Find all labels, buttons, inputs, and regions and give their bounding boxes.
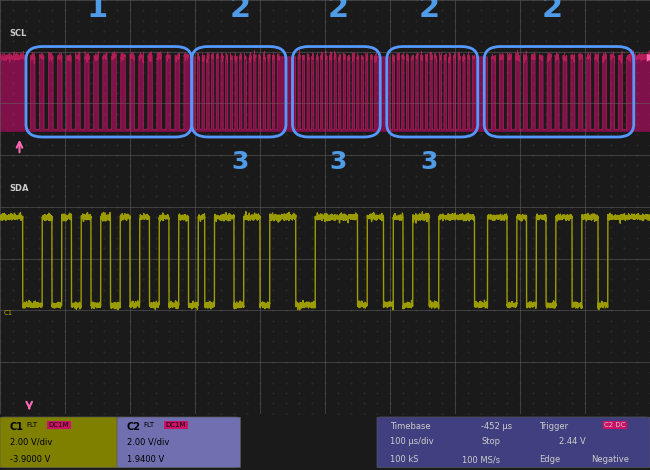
Text: 100 kS: 100 kS	[390, 455, 419, 464]
Text: Timebase: Timebase	[390, 422, 430, 431]
Text: 100 μs/div: 100 μs/div	[390, 437, 434, 446]
Text: 2: 2	[542, 0, 563, 23]
Text: 1.9400 V: 1.9400 V	[127, 455, 164, 464]
Text: 1: 1	[87, 0, 108, 21]
Text: 2: 2	[419, 0, 439, 23]
Text: 2.44 V: 2.44 V	[559, 437, 586, 446]
Text: FLT: FLT	[143, 422, 154, 428]
Text: SCL: SCL	[10, 29, 27, 38]
FancyBboxPatch shape	[117, 417, 240, 468]
Text: DC1M: DC1M	[166, 422, 187, 428]
Text: FLT: FLT	[26, 422, 37, 428]
Text: C1: C1	[10, 422, 24, 432]
Text: Edge: Edge	[540, 455, 561, 464]
Text: 100 MS/s: 100 MS/s	[462, 455, 500, 464]
Text: 2: 2	[230, 0, 251, 23]
Text: C2: C2	[127, 422, 141, 432]
FancyBboxPatch shape	[377, 417, 650, 468]
Text: DC1M: DC1M	[49, 422, 70, 428]
Text: SDA: SDA	[10, 184, 29, 193]
Text: -452 μs: -452 μs	[481, 422, 512, 431]
Text: 2.00 V/div: 2.00 V/div	[127, 437, 169, 446]
Text: 3: 3	[232, 150, 249, 174]
FancyBboxPatch shape	[0, 417, 124, 468]
Text: 3: 3	[330, 150, 346, 174]
Text: Trigger: Trigger	[540, 422, 569, 431]
Text: 1: 1	[87, 0, 108, 23]
Text: 2: 2	[328, 0, 348, 23]
Text: C1: C1	[3, 310, 12, 316]
Text: Stop: Stop	[481, 437, 500, 446]
Text: 3: 3	[421, 150, 437, 174]
Text: -3.9000 V: -3.9000 V	[10, 455, 50, 464]
Text: 2.00 V/div: 2.00 V/div	[10, 437, 52, 446]
Text: C2 DC: C2 DC	[604, 422, 626, 428]
Text: Negative: Negative	[592, 455, 629, 464]
